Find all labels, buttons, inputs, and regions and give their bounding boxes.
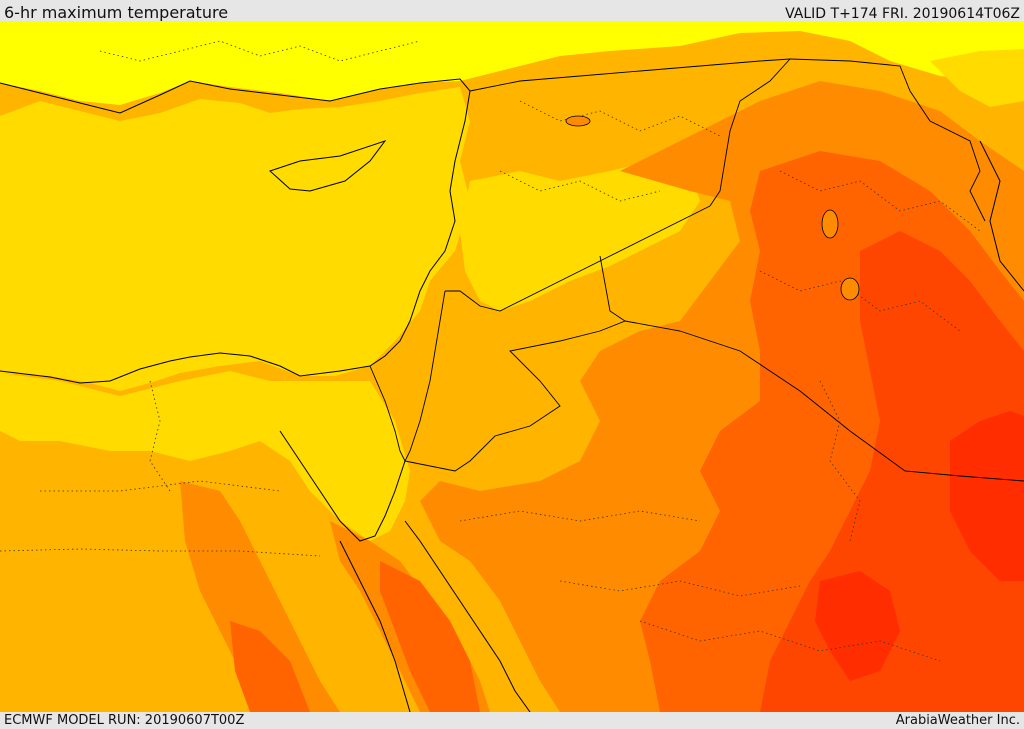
- coastline-red-sea-west: [339, 540, 411, 712]
- header-bar: [0, 0, 1024, 21]
- border-egypt-israel: [369, 365, 406, 462]
- province-border-10: [819, 380, 861, 542]
- coastline-turkey: [0, 78, 471, 192]
- province-borders: [0, 40, 981, 662]
- coastline-levant: [369, 190, 456, 367]
- band-light-orange: [0, 87, 470, 391]
- province-border-4: [779, 170, 981, 232]
- band-red: [950, 411, 1024, 581]
- province-border-2: [519, 100, 721, 137]
- province-border-7: [0, 548, 321, 557]
- border-iraq-iran: [789, 58, 986, 222]
- band-dark-orange-sw: [230, 621, 310, 712]
- border-jordan-iraq-saudi: [445, 205, 711, 312]
- band-dark-orange-red-sea: [380, 561, 480, 712]
- borders: [369, 58, 1024, 482]
- coastline-egypt: [0, 352, 371, 384]
- border-turkey-syria: [469, 58, 791, 92]
- coastline-sinai-suez: [279, 430, 406, 542]
- band-yellow: [0, 21, 1024, 105]
- coastline-cyprus: [269, 140, 387, 192]
- border-israel-jordan: [404, 290, 446, 462]
- band-orange-west: [180, 481, 340, 712]
- model-run-label: ECMWF MODEL RUN: 20190607T00Z: [4, 713, 245, 728]
- band-red-south: [815, 571, 900, 681]
- province-border-3: [499, 170, 661, 202]
- lake-2: [840, 277, 860, 301]
- band-light-orange-south: [0, 371, 410, 541]
- coastline-red-sea-east: [404, 520, 531, 712]
- band-light-orange-levant: [460, 161, 700, 311]
- coastlines: [0, 78, 1024, 712]
- band-light-orange-east: [930, 49, 1024, 107]
- border-syria-iraq: [709, 58, 791, 207]
- province-border-8: [459, 510, 701, 522]
- border-saudi-iraq: [624, 320, 1024, 482]
- temperature-map: [0, 21, 1024, 712]
- province-border-9: [559, 580, 801, 597]
- lake-1: [821, 209, 839, 239]
- valid-time-label: VALID T+174 FRI. 20190614T06Z: [785, 6, 1020, 22]
- coastline-gulf: [979, 140, 1024, 292]
- footer-bar: [0, 712, 1024, 729]
- lake-3: [565, 115, 591, 127]
- province-border-1: [99, 40, 421, 62]
- map-svg: [0, 21, 1024, 712]
- province-border-5: [759, 270, 961, 332]
- brand-label: ArabiaWeather Inc.: [895, 713, 1020, 728]
- map-title: 6-hr maximum temperature: [4, 3, 229, 22]
- province-border-12: [149, 380, 171, 492]
- lakes: [565, 115, 860, 301]
